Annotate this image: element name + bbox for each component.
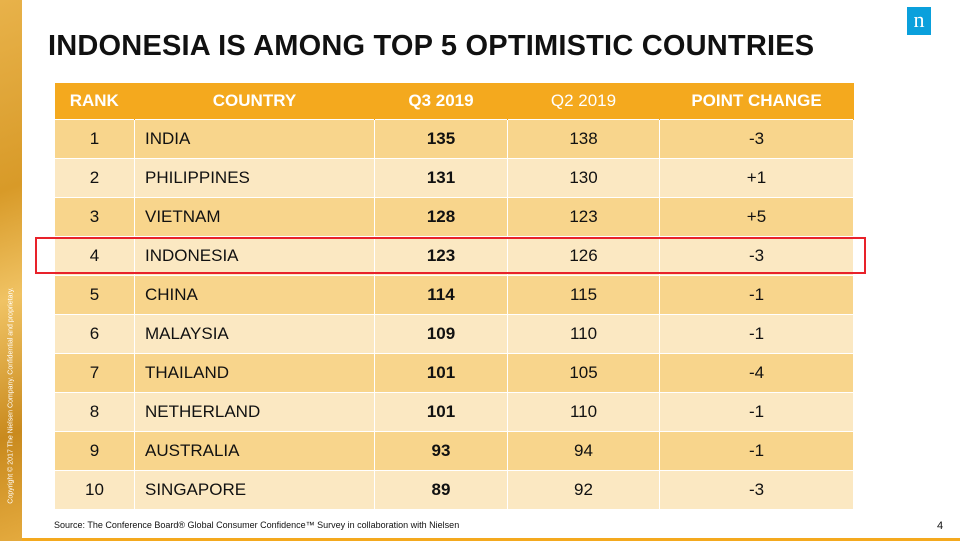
source-note: Source: The Conference Board® Global Con… (54, 520, 459, 530)
cell-point-change: -1 (659, 275, 854, 315)
cell-rank: 8 (54, 392, 135, 432)
cell-point-change: -3 (659, 470, 854, 510)
cell-q2-2019: 94 (507, 431, 660, 471)
cell-q3-2019: 131 (374, 158, 508, 198)
cell-q2-2019: 123 (507, 197, 660, 237)
cell-q3-2019: 123 (374, 236, 508, 276)
cell-q2-2019: 92 (507, 470, 660, 510)
cell-q3-2019: 128 (374, 197, 508, 237)
cell-rank: 5 (54, 275, 135, 315)
table-row: 6 MALAYSIA 109 110 -1 (54, 314, 854, 354)
table-row: 9 AUSTRALIA 93 94 -1 (54, 431, 854, 471)
cell-rank: 2 (54, 158, 135, 198)
table-row: 5 CHINA 114 115 -1 (54, 275, 854, 315)
header-q3-2019: Q3 2019 (374, 83, 508, 120)
source-text: The Conference Board® Global Consumer Co… (87, 520, 460, 530)
cell-q2-2019: 115 (507, 275, 660, 315)
cell-q3-2019: 135 (374, 119, 508, 159)
cell-q3-2019: 109 (374, 314, 508, 354)
cell-q3-2019: 114 (374, 275, 508, 315)
cell-q2-2019: 130 (507, 158, 660, 198)
table-row: 1 INDIA 135 138 -3 (54, 119, 854, 159)
cell-q2-2019: 110 (507, 392, 660, 432)
table-row: 2 PHILIPPINES 131 130 +1 (54, 158, 854, 198)
cell-country: VIETNAM (134, 197, 375, 237)
cell-rank: 1 (54, 119, 135, 159)
table-row: 8 NETHERLAND 101 110 -1 (54, 392, 854, 432)
cell-rank: 10 (54, 470, 135, 510)
header-point-change: POINT CHANGE (659, 83, 854, 120)
cell-q3-2019: 101 (374, 392, 508, 432)
cell-country: NETHERLAND (134, 392, 375, 432)
page-number: 4 (937, 520, 944, 532)
table-row: 7 THAILAND 101 105 -4 (54, 353, 854, 393)
decorative-side-strip: Copyright © 2017 The Nielsen Company. Co… (0, 0, 22, 541)
cell-q3-2019: 89 (374, 470, 508, 510)
cell-country: AUSTRALIA (134, 431, 375, 471)
table-row: 10 SINGAPORE 89 92 -3 (54, 470, 854, 510)
logo-glyph: n (913, 6, 925, 32)
cell-q3-2019: 101 (374, 353, 508, 393)
header-country: COUNTRY (134, 83, 375, 120)
cell-rank: 4 (54, 236, 135, 276)
ranking-table-container: RANK COUNTRY Q3 2019 Q2 2019 POINT CHANG… (54, 83, 854, 510)
cell-country: SINGAPORE (134, 470, 375, 510)
cell-point-change: -4 (659, 353, 854, 393)
copyright-notice: Copyright © 2017 The Nielsen Company. Co… (1, 265, 21, 525)
cell-point-change: -1 (659, 392, 854, 432)
slide-title: INDONESIA IS AMONG TOP 5 OPTIMISTIC COUN… (48, 30, 815, 62)
header-rank: RANK (54, 83, 135, 120)
ranking-table: RANK COUNTRY Q3 2019 Q2 2019 POINT CHANG… (54, 83, 854, 510)
cell-country: PHILIPPINES (134, 158, 375, 198)
cell-country: INDONESIA (134, 236, 375, 276)
cell-q3-2019: 93 (374, 431, 508, 471)
cell-rank: 7 (54, 353, 135, 393)
table-body: 1 INDIA 135 138 -3 2 PHILIPPINES 131 130 +1 3 VIETN… (54, 119, 854, 510)
cell-country: INDIA (134, 119, 375, 159)
table-header-row: RANK COUNTRY Q3 2019 Q2 2019 POINT CHANG… (54, 83, 854, 120)
cell-q2-2019: 105 (507, 353, 660, 393)
table-row: 4 INDONESIA 123 126 -3 (54, 236, 854, 276)
cell-point-change: -3 (659, 236, 854, 276)
cell-country: CHINA (134, 275, 375, 315)
cell-point-change: -1 (659, 431, 854, 471)
header-q2-2019: Q2 2019 (507, 83, 660, 120)
cell-point-change: -3 (659, 119, 854, 159)
cell-rank: 3 (54, 197, 135, 237)
cell-country: THAILAND (134, 353, 375, 393)
cell-point-change: -1 (659, 314, 854, 354)
nielsen-logo: n (907, 7, 931, 35)
cell-country: MALAYSIA (134, 314, 375, 354)
table-row: 3 VIETNAM 128 123 +5 (54, 197, 854, 237)
cell-rank: 9 (54, 431, 135, 471)
copyright-text: Copyright © 2017 The Nielsen Company. Co… (7, 286, 15, 504)
cell-point-change: +1 (659, 158, 854, 198)
cell-point-change: +5 (659, 197, 854, 237)
cell-q2-2019: 126 (507, 236, 660, 276)
cell-q2-2019: 138 (507, 119, 660, 159)
source-label: Source: (54, 520, 86, 530)
cell-q2-2019: 110 (507, 314, 660, 354)
bottom-divider (22, 538, 960, 541)
cell-rank: 6 (54, 314, 135, 354)
